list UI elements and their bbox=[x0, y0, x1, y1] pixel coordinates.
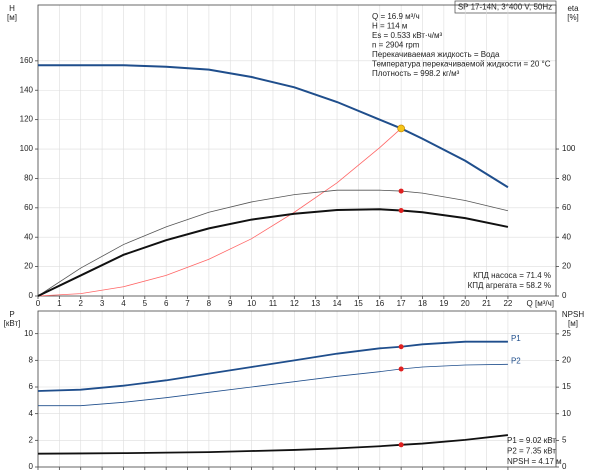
annotation: Es = 0.533 кВт·ч/м³ bbox=[372, 31, 442, 40]
y-tick-label: 60 bbox=[24, 203, 33, 212]
operating-point bbox=[398, 188, 404, 194]
x-tick-label: 18 bbox=[418, 299, 427, 308]
curve bbox=[38, 363, 508, 407]
y-tick-label: 6 bbox=[29, 382, 34, 391]
note: КПД насоса = 71.4 % bbox=[473, 271, 551, 280]
y2-tick-label: 0 bbox=[562, 462, 567, 471]
y2-axis-label: [м] bbox=[568, 319, 578, 328]
operating-point bbox=[398, 442, 404, 448]
y-tick-label: 0 bbox=[29, 462, 34, 471]
y-tick-label: 160 bbox=[20, 56, 34, 65]
x-tick-label: 3 bbox=[100, 299, 105, 308]
y-axis-label: H bbox=[9, 4, 15, 13]
annotation: H = 114 м bbox=[372, 22, 407, 31]
note: КПД агрегата = 58.2 % bbox=[468, 281, 551, 290]
x-axis-label: Q [м³/ч] bbox=[527, 299, 554, 308]
x-tick-label: 0 bbox=[36, 299, 41, 308]
y2-tick-label: 25 bbox=[562, 329, 571, 338]
series-label: P1 bbox=[511, 334, 521, 343]
annotation: n = 2904 rpm bbox=[372, 41, 420, 50]
x-tick-label: 20 bbox=[461, 299, 470, 308]
series-label: P2 bbox=[511, 356, 521, 365]
operating-point bbox=[398, 344, 404, 350]
annotation: Плотность = 998.2 кг/м³ bbox=[372, 69, 460, 78]
curve bbox=[37, 128, 402, 297]
y2-tick-label: 40 bbox=[562, 232, 571, 241]
y-tick-label: 2 bbox=[29, 435, 34, 444]
x-tick-label: 22 bbox=[503, 299, 512, 308]
y-axis-label: P bbox=[9, 310, 14, 319]
y2-tick-label: 100 bbox=[562, 144, 576, 153]
y2-tick-label: 60 bbox=[562, 203, 571, 212]
y-tick-label: 140 bbox=[20, 85, 34, 94]
y-tick-label: 20 bbox=[24, 262, 33, 271]
annotation: Температура перекачиваемой жидкости = 20… bbox=[372, 60, 551, 69]
x-tick-label: 4 bbox=[121, 299, 126, 308]
operating-point bbox=[397, 124, 405, 133]
y2-tick-label: 5 bbox=[562, 435, 567, 444]
y-tick-label: 40 bbox=[24, 232, 33, 241]
curve bbox=[37, 208, 509, 297]
x-tick-label: 14 bbox=[333, 299, 342, 308]
x-tick-label: 2 bbox=[78, 299, 83, 308]
y-tick-label: 80 bbox=[24, 174, 33, 183]
x-tick-label: 21 bbox=[482, 299, 491, 308]
chart-title: SP 17-14N, 3*400 V, 50Hz bbox=[458, 3, 552, 12]
x-tick-label: 11 bbox=[269, 299, 278, 308]
x-tick-label: 19 bbox=[439, 299, 448, 308]
note: NPSH = 4.17 м bbox=[507, 457, 562, 466]
operating-point bbox=[398, 207, 404, 213]
x-tick-label: 17 bbox=[397, 299, 406, 308]
annotation: Q = 16.9 м³/ч bbox=[372, 12, 420, 21]
x-tick-label: 8 bbox=[207, 299, 212, 308]
operating-point bbox=[398, 366, 404, 372]
y2-tick-label: 80 bbox=[562, 174, 571, 183]
y-tick-label: 100 bbox=[20, 144, 34, 153]
annotation: Перекачиваемая жидкость = Вода bbox=[372, 50, 500, 59]
x-tick-label: 12 bbox=[290, 299, 299, 308]
curve bbox=[37, 340, 508, 392]
y-tick-label: 8 bbox=[29, 355, 34, 364]
y2-tick-label: 20 bbox=[562, 356, 571, 365]
y2-tick-label: 20 bbox=[562, 262, 571, 271]
x-tick-label: 1 bbox=[57, 299, 62, 308]
x-tick-label: 9 bbox=[228, 299, 233, 308]
plot-frame bbox=[37, 4, 557, 297]
x-tick-label: 13 bbox=[311, 299, 320, 308]
y-axis-label: [кВт] bbox=[4, 319, 21, 328]
x-tick-label: 7 bbox=[185, 299, 190, 308]
y-tick-label: 4 bbox=[29, 409, 34, 418]
y-tick-label: 10 bbox=[24, 329, 33, 338]
x-tick-label: 10 bbox=[247, 299, 256, 308]
y2-axis-label: eta bbox=[567, 4, 579, 13]
y2-tick-label: 10 bbox=[562, 409, 571, 418]
y2-tick-label: 0 bbox=[562, 291, 567, 300]
y-tick-label: 0 bbox=[29, 291, 34, 300]
y2-axis-label: NPSH bbox=[562, 310, 584, 319]
curve bbox=[37, 189, 509, 297]
y-tick-label: 120 bbox=[20, 115, 34, 124]
x-tick-label: 5 bbox=[143, 299, 148, 308]
x-tick-label: 16 bbox=[375, 299, 384, 308]
note: P1 = 9.02 кВт bbox=[507, 436, 556, 445]
y2-axis-label: [%] bbox=[567, 13, 579, 22]
note: P2 = 7.35 кВт bbox=[507, 447, 556, 456]
curve bbox=[38, 64, 509, 189]
y2-tick-label: 15 bbox=[562, 382, 571, 391]
x-tick-label: 6 bbox=[164, 299, 169, 308]
y-axis-label: [м] bbox=[7, 13, 17, 22]
plot-frame bbox=[37, 310, 557, 468]
x-tick-label: 15 bbox=[354, 299, 363, 308]
curve bbox=[37, 434, 509, 455]
